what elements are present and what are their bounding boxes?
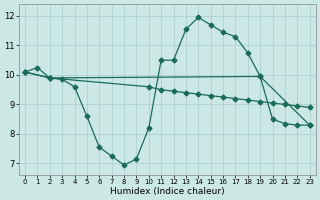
- X-axis label: Humidex (Indice chaleur): Humidex (Indice chaleur): [110, 187, 225, 196]
